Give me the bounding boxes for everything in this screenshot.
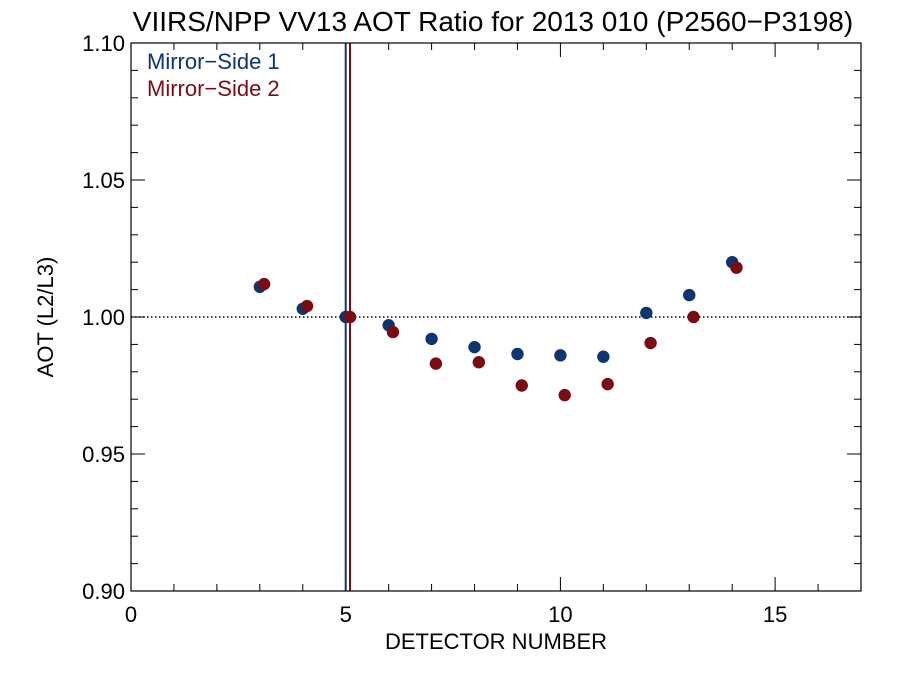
x-tick-label: 5 [340, 602, 352, 627]
data-point [640, 306, 653, 320]
x-axis-label: DETECTOR NUMBER [385, 629, 607, 654]
chart-title: VIIRS/NPP VV13 AOT Ratio for 2013 010 (P… [133, 6, 853, 37]
y-tick-label: 1.05 [82, 168, 125, 193]
data-point [386, 325, 400, 339]
data-point [425, 332, 438, 346]
y-axis-label: AOT (L2/L3) [33, 257, 58, 378]
y-tick-label: 1.00 [82, 305, 125, 330]
data-point [687, 310, 700, 324]
tick-labels: 0 5 10 15 0.90 0.95 1.00 1.05 1.10 [82, 31, 787, 627]
data-point [644, 336, 657, 350]
data-point [558, 388, 571, 402]
plot-frame [130, 42, 862, 592]
data-point [683, 288, 696, 302]
y-tick-label: 0.90 [82, 579, 125, 604]
data-point [257, 277, 271, 291]
data-point [511, 347, 524, 361]
data-point [515, 379, 528, 392]
x-tick-label: 10 [548, 602, 572, 627]
x-tick-label: 15 [763, 602, 787, 627]
y-tick-label: 1.10 [82, 31, 125, 56]
y-tick-label: 0.95 [82, 442, 125, 467]
data-point [343, 310, 357, 324]
data-point [730, 261, 743, 274]
data-points [253, 256, 743, 402]
data-point [554, 349, 567, 362]
data-point [601, 377, 614, 391]
data-point [468, 340, 481, 354]
data-point [429, 357, 443, 370]
data-point [300, 299, 314, 313]
x-tick-label: 0 [125, 602, 137, 627]
data-point [472, 356, 486, 369]
legend-entry: Mirror−Side 1 [147, 49, 280, 74]
data-point [597, 350, 610, 363]
legend-entry: Mirror−Side 2 [147, 76, 280, 101]
reference-lines [131, 43, 861, 591]
